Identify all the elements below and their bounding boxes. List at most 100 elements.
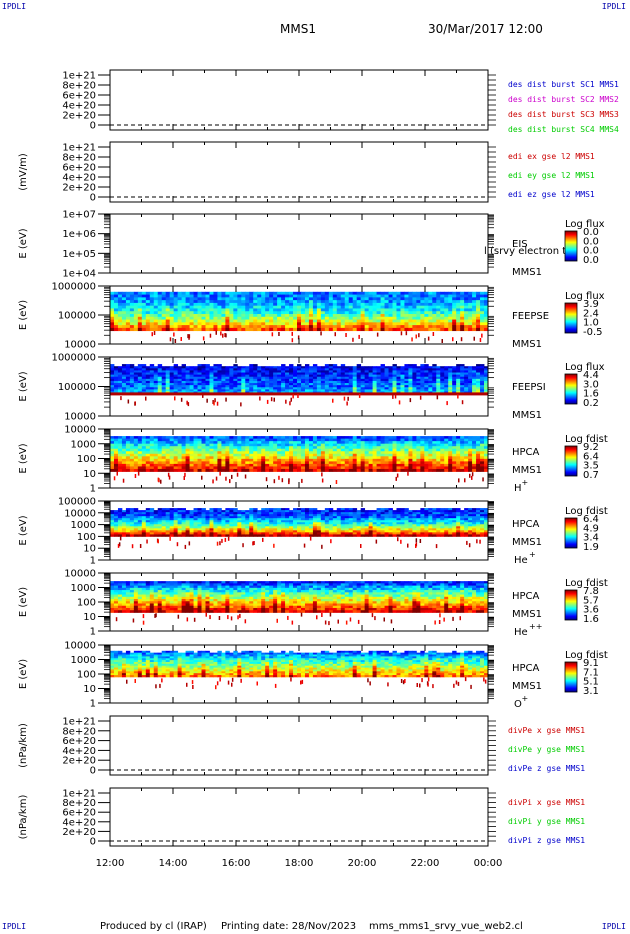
- spectrogram-cell: [316, 441, 322, 445]
- spectrogram-cell: [432, 448, 437, 452]
- spectrogram-cell: [364, 463, 370, 467]
- spectrogram-cell: [110, 305, 115, 309]
- spectrogram-cell: [165, 512, 171, 515]
- spectrogram-cell: [436, 311, 441, 315]
- spectrogram-cell: [221, 387, 226, 390]
- spectrogram-cell: [197, 380, 202, 384]
- spectrogram-cell: [297, 374, 302, 378]
- spectrogram-cell: [293, 448, 298, 452]
- spectrogram-speck: [188, 335, 190, 340]
- spectrogram-cell: [137, 319, 143, 323]
- spectrogram-cell: [440, 368, 445, 371]
- spectrogram-cell: [209, 508, 214, 511]
- spectrogram-cell: [320, 325, 326, 329]
- spectrogram-cell: [221, 383, 226, 386]
- spectrogram-cell: [480, 453, 485, 457]
- spectrogram-cell: [229, 453, 234, 457]
- spectrogram-cell: [448, 446, 453, 450]
- spectrogram-cell: [392, 387, 397, 390]
- spectrogram-cell: [304, 461, 310, 465]
- spectrogram-cell: [297, 443, 302, 447]
- spectrogram-cell: [149, 530, 155, 533]
- spectrogram-cell: [392, 305, 397, 309]
- spectrogram-cell: [121, 291, 127, 295]
- spectrogram-cell: [149, 327, 155, 332]
- spectrogram-cell: [332, 374, 338, 378]
- spectrogram-cell: [149, 389, 155, 392]
- spectrogram-cell: [213, 364, 218, 367]
- spectrogram-cell: [185, 468, 190, 472]
- spectrogram-cell: [221, 463, 226, 467]
- spectrogram-cell: [432, 327, 437, 332]
- spectrogram-cell: [253, 378, 258, 382]
- spectrogram-cell: [213, 530, 218, 533]
- spectrogram-cell: [300, 297, 306, 301]
- spectrogram-cell: [213, 308, 218, 312]
- overlay-label: l (srvy electron to: [484, 246, 572, 257]
- spectrogram-cell: [404, 305, 409, 309]
- spectrogram-cell: [344, 368, 350, 371]
- spectrogram-cell: [149, 297, 155, 301]
- spectrogram-cell: [460, 458, 465, 462]
- spectrogram-cell: [456, 466, 461, 470]
- spectrogram-cell: [348, 305, 354, 309]
- spectrogram-cell: [304, 451, 310, 455]
- spectrogram-cell: [137, 441, 143, 445]
- spectrogram-cell: [344, 463, 350, 467]
- spectrogram-cell: [348, 319, 354, 323]
- spectrogram-cell: [424, 456, 429, 460]
- spectrogram-cell: [110, 383, 115, 386]
- spectrogram-cell: [217, 316, 222, 320]
- spectrogram-cell: [181, 319, 186, 323]
- spectrogram-cell: [456, 374, 461, 378]
- spectrogram-cell: [356, 456, 362, 460]
- spectrogram-cell: [384, 448, 389, 452]
- spectrogram-cell: [372, 466, 377, 470]
- spectrogram-cell: [221, 325, 226, 329]
- spectrogram-cell: [396, 308, 401, 312]
- spectrogram-cell: [404, 291, 409, 295]
- spectrogram-cell: [225, 305, 230, 309]
- spectrogram-speck: [346, 401, 348, 406]
- spectrogram-cell: [308, 302, 314, 307]
- spectrogram-cell: [121, 316, 127, 320]
- spectrogram-cell: [273, 385, 278, 388]
- spectrogram-cell: [261, 291, 266, 295]
- spectrogram-cell: [165, 451, 171, 455]
- spectrogram-cell: [376, 376, 381, 380]
- spectrogram-cell: [412, 368, 417, 371]
- spectrogram-cell: [297, 385, 302, 388]
- spectrogram-cell: [149, 322, 155, 326]
- spectrogram-cell: [221, 294, 226, 298]
- spectrogram-cell: [129, 308, 135, 312]
- spectrogram-cell: [420, 383, 425, 386]
- spectrogram-cell: [340, 322, 346, 326]
- spectrogram-cell: [181, 510, 186, 513]
- spectrogram-cell: [193, 302, 198, 307]
- spectrogram-cell: [233, 458, 238, 462]
- spectrogram-cell: [110, 456, 115, 460]
- spectrogram-cell: [213, 438, 218, 442]
- spectrogram-cell: [209, 374, 214, 378]
- spectrogram-cell: [185, 325, 190, 329]
- instrument-label: FEEPSE: [512, 311, 549, 322]
- spectrogram-speck: [266, 399, 269, 404]
- spectrogram-cell: [137, 327, 143, 332]
- spectrogram-cell: [440, 319, 445, 323]
- spectrogram-cell: [113, 468, 119, 472]
- spectrogram-cell: [412, 441, 417, 445]
- spectrogram-cell: [404, 376, 409, 380]
- spectrogram-cell: [388, 370, 393, 373]
- spectrogram-cell: [149, 456, 155, 460]
- spectrogram-speck: [231, 474, 233, 479]
- spectrogram-speck: [394, 394, 397, 399]
- spectrogram-cell: [217, 438, 222, 442]
- spectrogram-cell: [181, 443, 186, 447]
- spectrogram-cell: [165, 368, 171, 371]
- spectrogram-cell: [340, 370, 346, 373]
- spectrogram-cell: [328, 387, 334, 390]
- spectrogram-speck: [236, 472, 239, 477]
- spectrogram-cell: [129, 372, 135, 376]
- spectrogram-cell: [388, 376, 393, 380]
- spectrogram-cell: [285, 463, 290, 467]
